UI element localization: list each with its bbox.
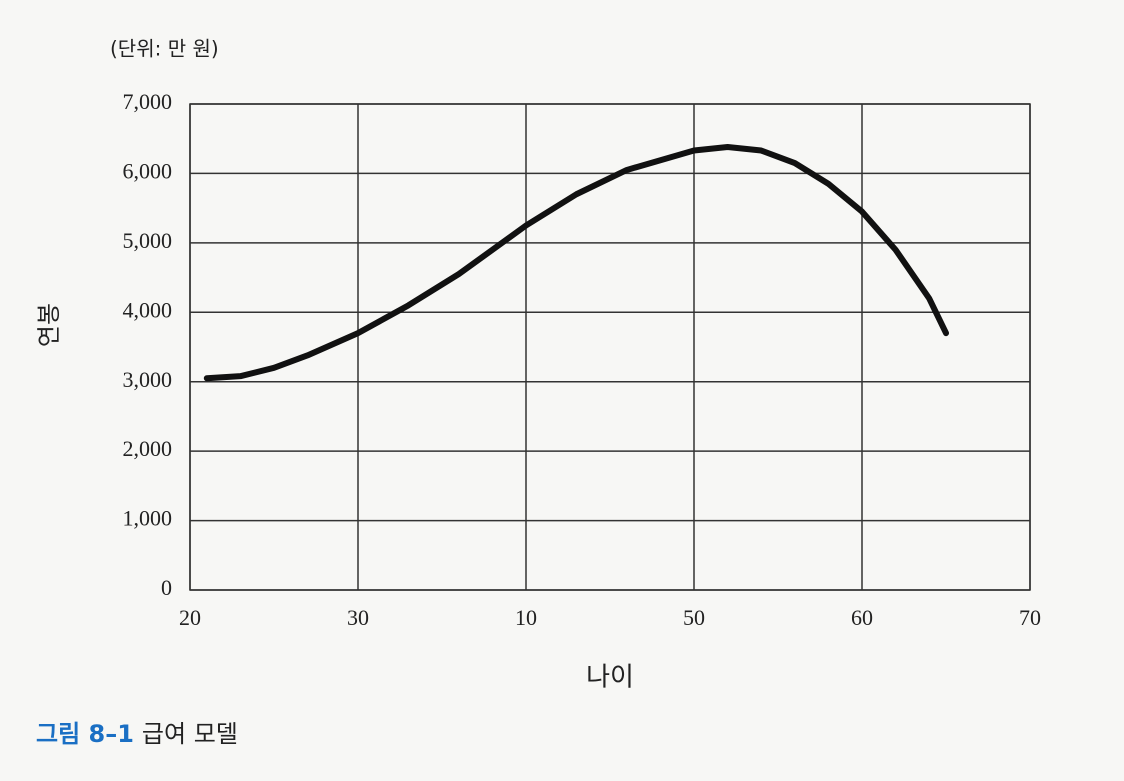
line-series [203, 144, 949, 382]
x-tick-label: 10 [515, 605, 537, 630]
y-tick-label: 1,000 [123, 506, 173, 531]
figure-caption: 그림 8–1 급여 모델 [36, 720, 238, 748]
y-tick-label: 2,000 [123, 436, 173, 461]
y-tick-label: 3,000 [123, 367, 173, 392]
x-tick-label: 60 [851, 605, 873, 630]
caption-title: 급여 모델 [142, 720, 238, 748]
caption-label: 그림 8–1 [36, 720, 134, 748]
y-tick-label: 5,000 [123, 228, 173, 253]
y-tick-label: 7,000 [123, 89, 173, 114]
y-tick-label: 0 [161, 575, 172, 600]
x-axis-label: 나이 [586, 663, 634, 693]
y-axis-label: 연봉 [35, 303, 63, 347]
x-tick-label: 50 [683, 605, 705, 630]
unit-label: (단위: 만 원) [110, 37, 219, 61]
y-tick-label: 4,000 [123, 297, 173, 322]
y-tick-label: 6,000 [123, 158, 173, 183]
x-tick-label: 20 [179, 605, 201, 630]
plot-frame [189, 103, 1031, 591]
x-tick-label: 70 [1019, 605, 1041, 630]
x-tick-label: 30 [347, 605, 369, 630]
